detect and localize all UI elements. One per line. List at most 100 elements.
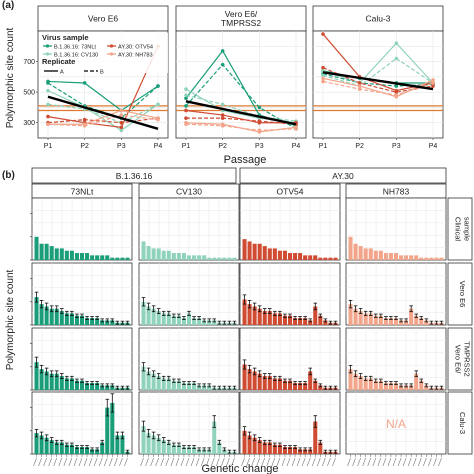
bar (39, 369, 44, 390)
x-tick-label-mark (311, 457, 316, 467)
bar (217, 257, 222, 260)
x-tick-label-mark (417, 457, 422, 467)
bar (323, 320, 328, 325)
bar (90, 318, 95, 325)
trend-line (185, 100, 297, 126)
bar (252, 371, 257, 390)
bar (272, 378, 277, 390)
legend-title: Virus sample (42, 33, 89, 42)
bar (298, 318, 303, 325)
x-tick-label-mark (276, 457, 281, 467)
x-tick-label-mark (266, 457, 271, 467)
x-tick-label-mark (119, 457, 123, 467)
x-tick-label: P1 (44, 143, 53, 150)
bar (348, 236, 353, 260)
bar (282, 447, 287, 454)
x-tick-label-mark (200, 457, 205, 467)
bar (393, 318, 399, 325)
bar (242, 364, 247, 390)
bar (105, 320, 110, 325)
bar (151, 308, 156, 325)
series-point (431, 78, 435, 82)
bar (207, 257, 212, 260)
x-tick-label-mark (347, 457, 351, 467)
panel-b: B.1.36.16 AY.30 73NLt CV130 OTV54 NH783 Clinic… (30, 167, 473, 467)
bar (308, 449, 313, 454)
bar (363, 378, 368, 390)
bar (34, 236, 39, 260)
bar (383, 318, 388, 325)
row-label: TMPRSS2 (463, 341, 472, 376)
bar (54, 308, 59, 325)
bar (353, 243, 358, 260)
bar (59, 376, 64, 390)
x-tick-label-mark (438, 457, 442, 467)
column-label: OTV54 (277, 187, 304, 197)
series-point (321, 32, 325, 36)
bar (409, 255, 414, 260)
panel-a: Vero E6 P1 P2 P3 P4 Vero E6/TMPRSS2 P1 P2 P3 P4 Ca… (23, 5, 444, 150)
x-tick-label: P2 (355, 143, 364, 150)
bar (151, 435, 156, 454)
bar (368, 378, 373, 390)
bar (120, 435, 125, 454)
bar (181, 447, 186, 454)
bar (293, 383, 298, 390)
row-label: Vero E6/ (454, 345, 463, 375)
bar (282, 315, 287, 325)
x-tick-label-mark (357, 457, 361, 467)
x-tick-label-mark (33, 457, 37, 467)
bar (368, 248, 373, 260)
x-tick-label-mark (367, 457, 372, 467)
x-tick-label-mark (140, 457, 144, 467)
bar (328, 257, 333, 260)
x-tick-label-mark (43, 457, 47, 467)
x-tick-label-mark (145, 457, 149, 467)
x-tick-label-mark (231, 457, 235, 467)
bar (95, 449, 100, 454)
bar (242, 239, 247, 260)
bar (242, 430, 247, 454)
bar (197, 255, 202, 260)
bar (49, 308, 54, 325)
bar (358, 246, 363, 260)
bar (373, 250, 378, 260)
legend-replicate-label: A (60, 69, 64, 75)
x-tick-label-mark (281, 457, 286, 467)
series-point (184, 96, 188, 101)
series-point (431, 84, 435, 88)
x-tick-label-mark (261, 457, 266, 467)
bar (348, 304, 353, 325)
facet-label: TMPRSS2 (221, 18, 261, 28)
bar (141, 301, 146, 325)
x-tick-label-mark (412, 457, 417, 467)
bar (202, 320, 207, 325)
panel-b-label: (b) (2, 170, 15, 181)
bar (247, 435, 252, 454)
series-line (47, 117, 159, 124)
row-strip (447, 197, 473, 261)
bar (404, 320, 409, 325)
bar (69, 313, 74, 325)
bar (197, 385, 202, 390)
bar (287, 380, 293, 390)
x-tick-label: P2 (80, 143, 89, 150)
x-tick-label-mark (377, 457, 382, 467)
x-tick-label-mark (397, 457, 402, 467)
bar (257, 308, 262, 325)
series-point (184, 116, 188, 120)
row-strip (447, 262, 473, 326)
bar (39, 304, 44, 325)
series-point (321, 73, 325, 78)
bar (100, 385, 105, 390)
x-tick-label-mark (180, 457, 185, 467)
x-tick-label-mark (271, 457, 276, 467)
series-point (257, 119, 262, 123)
x-tick-label: P4 (429, 143, 438, 150)
bar (267, 311, 272, 325)
bar (105, 407, 110, 454)
series-line (322, 77, 434, 98)
series-point (357, 84, 362, 88)
bar (318, 315, 323, 325)
bar (90, 255, 95, 260)
